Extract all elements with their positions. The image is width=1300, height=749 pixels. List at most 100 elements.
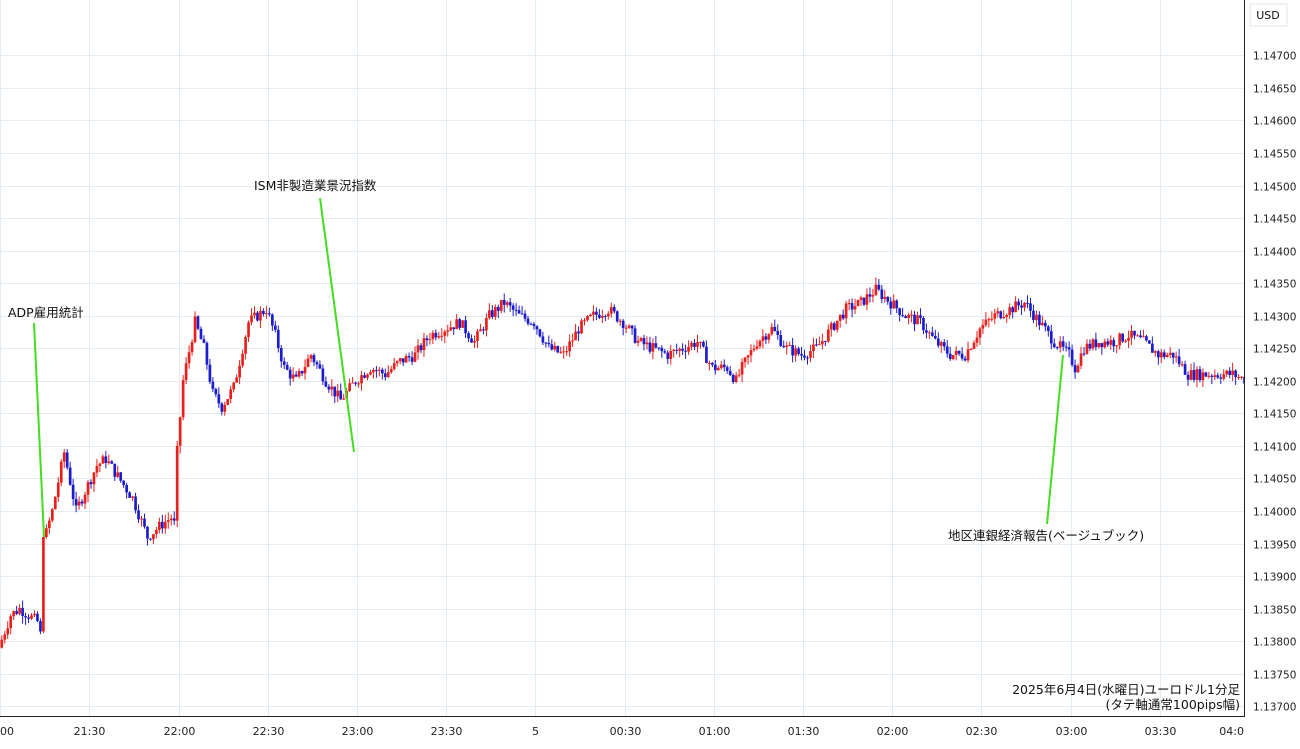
candle bbox=[571, 333, 574, 348]
candle-body bbox=[645, 342, 649, 345]
candle bbox=[122, 480, 126, 488]
candle-body bbox=[1165, 354, 1169, 358]
candle-body bbox=[1168, 352, 1172, 355]
candle bbox=[18, 604, 21, 616]
candle bbox=[791, 337, 794, 363]
candle bbox=[166, 512, 170, 529]
candle bbox=[42, 529, 45, 634]
candle-body bbox=[928, 332, 931, 334]
candle bbox=[1044, 320, 1047, 332]
candle bbox=[1234, 369, 1237, 385]
annotation-line bbox=[319, 197, 355, 453]
candle-body bbox=[238, 365, 241, 378]
candle bbox=[56, 477, 60, 502]
candle-body bbox=[3, 634, 7, 640]
candle bbox=[565, 346, 569, 356]
candle-body bbox=[30, 615, 33, 619]
candle bbox=[140, 515, 143, 527]
x-tick-label: 5 bbox=[532, 725, 539, 738]
candle-body bbox=[954, 350, 958, 355]
candle-body bbox=[282, 361, 286, 365]
candle-body bbox=[45, 528, 48, 537]
candle bbox=[505, 300, 509, 308]
candle bbox=[458, 317, 461, 331]
candle bbox=[416, 339, 420, 360]
candle-body bbox=[669, 350, 673, 359]
candle bbox=[942, 339, 946, 351]
candle-body bbox=[351, 382, 354, 384]
candle-body bbox=[883, 296, 887, 300]
candle bbox=[922, 316, 925, 335]
candle-body bbox=[226, 399, 230, 405]
candle-body bbox=[916, 315, 919, 325]
candle bbox=[1133, 330, 1136, 340]
candle-body bbox=[889, 301, 893, 309]
candle-body bbox=[428, 339, 432, 341]
candle-body bbox=[933, 335, 937, 339]
candle bbox=[538, 328, 542, 338]
candle bbox=[1162, 349, 1166, 360]
candle bbox=[422, 332, 426, 357]
candle-body bbox=[520, 313, 524, 315]
candle bbox=[648, 336, 652, 354]
candle-body bbox=[1210, 375, 1214, 377]
candle-body bbox=[972, 342, 976, 349]
candle-body bbox=[33, 613, 36, 616]
candle bbox=[1207, 371, 1211, 379]
candle bbox=[9, 613, 13, 635]
candle-body bbox=[1180, 364, 1184, 366]
candle bbox=[223, 401, 227, 416]
candle-body bbox=[158, 521, 161, 530]
candle bbox=[229, 385, 233, 404]
candle bbox=[850, 298, 854, 318]
candle bbox=[327, 384, 331, 393]
candle-body bbox=[1225, 370, 1229, 375]
candle-body bbox=[702, 341, 705, 347]
candle-body bbox=[482, 329, 485, 331]
candle-body bbox=[217, 394, 221, 404]
candle-body bbox=[898, 308, 901, 316]
candle-body bbox=[297, 371, 301, 377]
candle-body bbox=[770, 326, 774, 335]
candle-body bbox=[363, 375, 366, 378]
candle bbox=[131, 495, 134, 502]
candle bbox=[1186, 371, 1190, 386]
candle bbox=[568, 334, 571, 357]
candle-body bbox=[369, 372, 372, 375]
candle-body bbox=[990, 318, 994, 320]
candle-body bbox=[678, 348, 681, 351]
candle-body bbox=[413, 352, 417, 362]
candle-body bbox=[812, 344, 815, 352]
candle-body bbox=[595, 311, 598, 315]
candle-body bbox=[375, 370, 378, 372]
candle-body bbox=[1127, 337, 1130, 341]
candle-body bbox=[104, 456, 108, 463]
candle bbox=[110, 460, 114, 464]
candle bbox=[389, 365, 393, 374]
y-tick-label: 1.13850 bbox=[1253, 605, 1296, 617]
candle-body bbox=[220, 403, 224, 412]
candle-body bbox=[797, 348, 800, 354]
candle bbox=[913, 310, 916, 332]
candle-body bbox=[1154, 351, 1157, 353]
candle bbox=[1079, 346, 1083, 370]
candle-body bbox=[505, 302, 509, 305]
candle bbox=[675, 343, 679, 355]
candle-body bbox=[18, 607, 21, 614]
candle-body bbox=[806, 357, 809, 359]
candle-body bbox=[538, 329, 542, 337]
candle-body bbox=[184, 363, 188, 381]
candle bbox=[378, 366, 381, 377]
candle-body bbox=[636, 340, 640, 343]
candle-body bbox=[496, 307, 500, 311]
candle-body bbox=[966, 349, 970, 361]
candle bbox=[443, 329, 447, 344]
candle-body bbox=[925, 330, 928, 333]
candle-body bbox=[366, 374, 369, 378]
footer-line-1: 2025年6月4日(水曜日)ユーロドル1分足 bbox=[1012, 682, 1240, 697]
candle-body bbox=[785, 345, 789, 348]
candle bbox=[351, 377, 354, 384]
candle-body bbox=[65, 452, 69, 468]
